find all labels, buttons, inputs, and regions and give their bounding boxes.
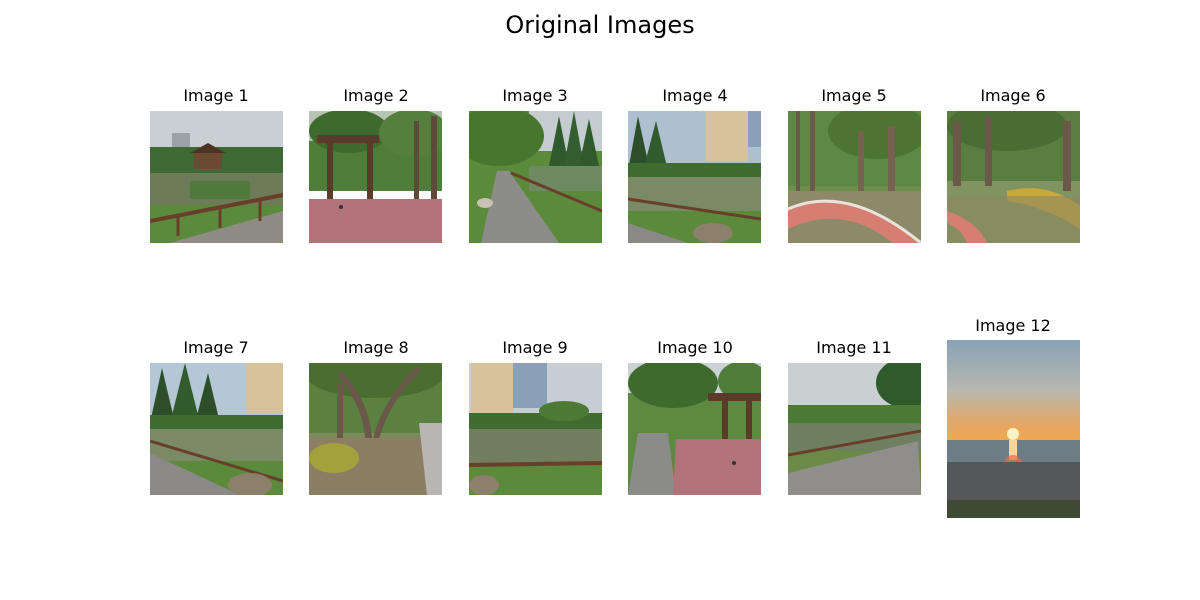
image-1-thumbnail xyxy=(150,111,283,243)
image-12-thumbnail xyxy=(947,340,1080,518)
image-6-thumbnail xyxy=(947,111,1080,243)
image-3-thumbnail xyxy=(469,111,602,243)
image-10-title: Image 10 xyxy=(657,338,733,357)
image-6-title: Image 6 xyxy=(980,86,1046,105)
image-7-title: Image 7 xyxy=(183,338,249,357)
image-3-title: Image 3 xyxy=(502,86,568,105)
image-2-title: Image 2 xyxy=(343,86,409,105)
image-5-title: Image 5 xyxy=(821,86,887,105)
image-4-title: Image 4 xyxy=(662,86,728,105)
image-9-title: Image 9 xyxy=(502,338,568,357)
image-10-thumbnail xyxy=(628,363,761,495)
image-5-thumbnail xyxy=(788,111,921,243)
image-11-thumbnail xyxy=(788,363,921,495)
image-12-title: Image 12 xyxy=(975,316,1051,335)
image-8-thumbnail xyxy=(309,363,442,495)
image-11-title: Image 11 xyxy=(816,338,892,357)
figure-title: Original Images xyxy=(505,11,695,39)
image-4-thumbnail xyxy=(628,111,761,243)
image-9-thumbnail xyxy=(469,363,602,495)
image-8-title: Image 8 xyxy=(343,338,409,357)
image-1-title: Image 1 xyxy=(183,86,249,105)
image-2-thumbnail xyxy=(309,111,442,243)
image-7-thumbnail xyxy=(150,363,283,495)
